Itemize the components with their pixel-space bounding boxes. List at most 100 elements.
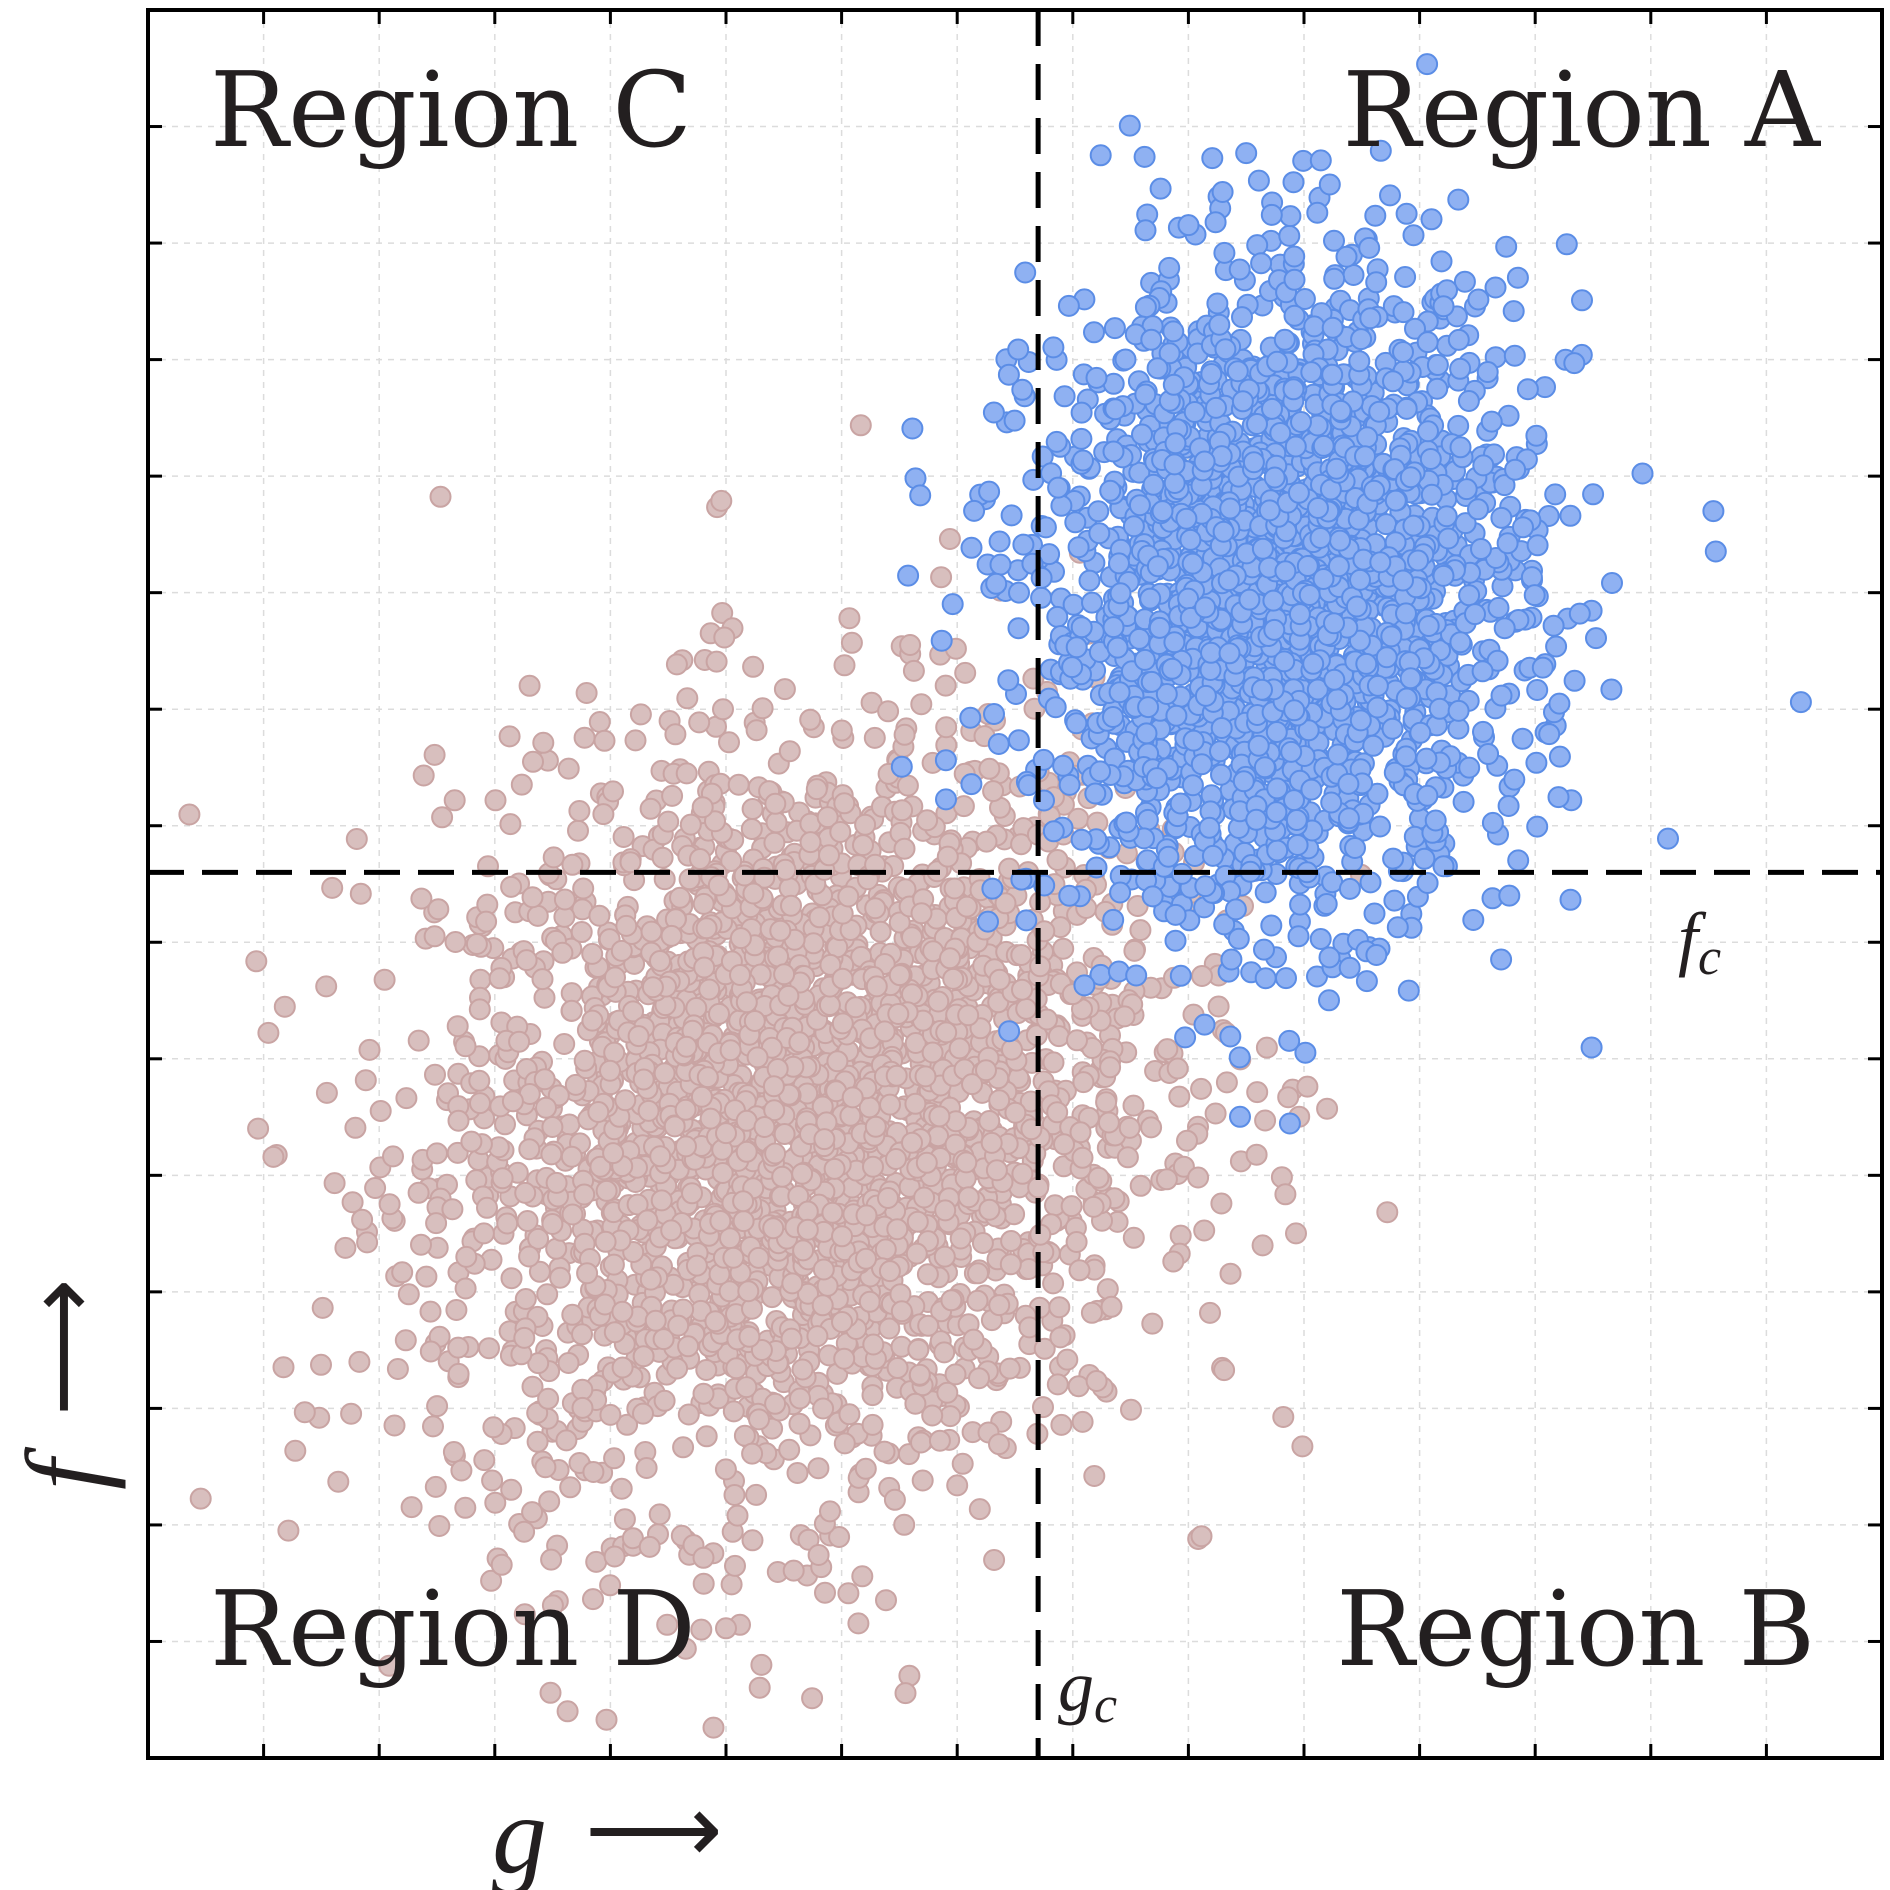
data-point (573, 1049, 596, 1072)
data-point (1046, 1373, 1069, 1396)
data-point (500, 875, 523, 898)
data-point (967, 1262, 989, 1285)
data-point (901, 1131, 923, 1154)
data-point (349, 882, 372, 905)
data-point (536, 1283, 559, 1306)
data-point (980, 1131, 1003, 1154)
data-point (692, 1546, 715, 1569)
data-point (1064, 511, 1087, 534)
data-point (718, 731, 740, 754)
data-point (1300, 361, 1323, 384)
data-point (704, 1310, 727, 1333)
data-point (861, 1413, 884, 1436)
data-point (386, 1358, 409, 1380)
data-point (599, 1059, 621, 1082)
data-point (245, 950, 268, 973)
data-point (724, 1554, 746, 1577)
data-point (454, 1277, 477, 1300)
data-point (1247, 169, 1270, 192)
data-point (1001, 1038, 1023, 1061)
data-point (576, 1262, 599, 1285)
data-point (1426, 377, 1449, 400)
data-point (949, 1227, 972, 1250)
data-point (1789, 691, 1812, 714)
data-point (599, 1403, 622, 1426)
data-point (1526, 534, 1549, 557)
data-point (508, 1030, 531, 1053)
data-point (1601, 572, 1623, 594)
data-point (1083, 1465, 1106, 1487)
data-point (518, 1245, 541, 1268)
data-point (638, 1535, 661, 1558)
data-point (632, 1402, 654, 1425)
data-point (833, 1432, 856, 1455)
data-point (356, 1231, 379, 1254)
data-point (1082, 1195, 1105, 1218)
data-point (751, 697, 774, 720)
data-point (679, 813, 702, 836)
data-point (978, 757, 1001, 780)
data-point (1085, 1370, 1108, 1392)
data-point (310, 1353, 332, 1376)
data-point (896, 774, 919, 797)
data-point (778, 740, 801, 763)
data-point (499, 813, 522, 836)
data-point (1067, 536, 1090, 559)
data-point (933, 1341, 956, 1364)
data-point (681, 1182, 703, 1205)
data-point (855, 1247, 877, 1270)
data-point (423, 925, 446, 948)
data-point (799, 831, 822, 854)
data-point (1070, 616, 1093, 639)
data-point (1296, 1075, 1319, 1098)
data-point (1365, 271, 1388, 294)
data-point (818, 994, 841, 1016)
data-point (1047, 1025, 1070, 1048)
data-point (535, 1096, 557, 1119)
data-point (983, 1549, 1006, 1571)
data-point (1320, 791, 1343, 814)
data-point (1162, 1250, 1185, 1273)
data-point (841, 1086, 864, 1109)
data-point (963, 499, 986, 522)
data-point (1386, 916, 1409, 939)
data-point (1014, 261, 1037, 284)
data-point (960, 536, 983, 559)
data-point (532, 731, 555, 754)
data-point (710, 489, 733, 512)
data-point (1416, 872, 1439, 894)
data-point (1164, 903, 1187, 926)
data-point (1011, 978, 1033, 1001)
data-point (531, 968, 554, 991)
data-point (632, 1068, 655, 1091)
data-point (960, 773, 983, 796)
data-point (614, 1089, 637, 1112)
data-point (894, 1682, 917, 1705)
data-point (595, 1179, 618, 1202)
data-point (444, 931, 467, 953)
data-point (1099, 1056, 1122, 1079)
data-point (526, 1430, 549, 1453)
data-point (1309, 928, 1332, 950)
data-point (522, 750, 544, 773)
data-point (639, 1268, 662, 1291)
data-point (799, 708, 822, 731)
data-point (676, 687, 699, 710)
data-point (812, 1397, 835, 1420)
data-point (1071, 1146, 1094, 1169)
data-point (954, 661, 977, 684)
data-point (468, 1069, 491, 1092)
data-point (742, 882, 765, 905)
data-point (315, 1081, 338, 1104)
data-point (1015, 997, 1038, 1020)
data-point (407, 1029, 430, 1052)
data-point (735, 991, 758, 1014)
data-point (1477, 743, 1500, 765)
data-point (746, 1046, 769, 1069)
data-point (641, 976, 664, 999)
data-point (879, 1093, 901, 1116)
data-point (786, 1462, 809, 1484)
data-point (674, 1098, 697, 1121)
data-point (844, 996, 867, 1019)
data-point (1506, 266, 1529, 289)
